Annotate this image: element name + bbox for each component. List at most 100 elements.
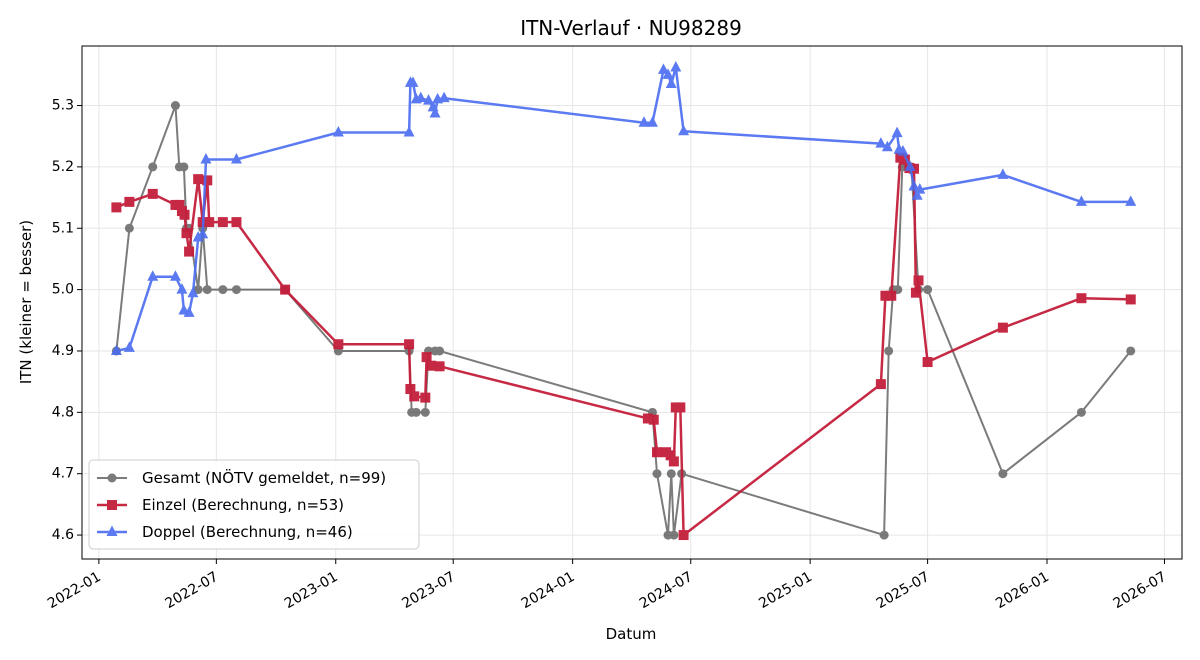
- data-point: [169, 270, 181, 281]
- data-point: [1126, 346, 1136, 356]
- data-point: [875, 137, 887, 148]
- data-point: [124, 196, 135, 207]
- x-tick-label: 2026-07: [1111, 569, 1170, 612]
- legend-entry: [97, 500, 127, 510]
- y-tick-label: 4.9: [52, 343, 74, 359]
- data-point: [879, 530, 889, 540]
- data-point: [197, 227, 209, 239]
- data-point: [652, 469, 662, 479]
- series-3: [110, 60, 1137, 355]
- y-tick-label: 5.3: [52, 98, 74, 114]
- series-line: [116, 66, 1131, 353]
- plot-frame: [81, 45, 1183, 560]
- data-point: [997, 322, 1008, 333]
- x-tick-label: 2023-01: [282, 569, 341, 612]
- data-point: [179, 162, 189, 172]
- x-tick-label: 2024-01: [519, 569, 578, 612]
- data-point: [922, 357, 933, 368]
- data-point: [217, 217, 228, 228]
- chart-title: ITN-Verlauf · NU98289: [520, 16, 742, 40]
- x-axis-label: Datum: [606, 625, 657, 643]
- data-point: [193, 285, 203, 295]
- data-point: [187, 286, 199, 298]
- data-point: [204, 217, 215, 228]
- y-tick-label: 5.2: [52, 159, 74, 175]
- y-tick-label: 5.0: [52, 282, 74, 298]
- data-point: [913, 275, 924, 286]
- data-point: [904, 160, 916, 171]
- data-point: [642, 413, 653, 424]
- x-tick-label: 2024-07: [637, 569, 696, 612]
- data-point: [230, 153, 242, 164]
- data-point: [426, 360, 437, 371]
- data-point: [910, 287, 921, 298]
- data-point: [411, 407, 421, 417]
- legend-entry: [97, 473, 127, 483]
- data-point: [1076, 293, 1087, 304]
- data-point: [332, 126, 344, 137]
- data-point: [1076, 407, 1086, 417]
- legend-marker: [107, 500, 117, 510]
- data-point: [405, 384, 416, 395]
- data-point: [662, 68, 674, 79]
- series-layer: [110, 60, 1137, 541]
- data-point: [875, 379, 886, 390]
- legend-label: Einzel (Berechnung, n=53): [142, 496, 344, 514]
- data-point: [899, 154, 910, 165]
- data-point: [124, 223, 134, 233]
- data-point: [646, 116, 658, 127]
- data-point: [651, 447, 662, 458]
- data-point: [435, 346, 445, 356]
- data-point: [423, 94, 435, 105]
- data-point: [670, 60, 682, 72]
- data-point: [231, 217, 242, 228]
- x-tick-label: 2026-01: [993, 569, 1052, 612]
- legend-marker: [107, 473, 117, 483]
- data-point: [438, 91, 450, 103]
- data-point: [192, 230, 204, 242]
- data-point: [881, 140, 893, 152]
- y-tick-label: 4.7: [52, 466, 74, 482]
- y-axis-label: ITN (kleiner = besser): [17, 220, 35, 384]
- data-point: [434, 361, 445, 372]
- y-tick-label: 4.6: [52, 527, 74, 543]
- x-tick-label: 2025-01: [756, 569, 815, 612]
- data-point: [911, 189, 923, 200]
- data-point: [657, 63, 669, 74]
- data-point: [421, 352, 432, 363]
- data-point: [110, 344, 122, 355]
- data-point: [1125, 195, 1137, 206]
- data-point: [403, 126, 415, 137]
- data-point: [111, 202, 122, 213]
- y-tick-label: 4.8: [52, 404, 74, 420]
- data-point: [179, 209, 190, 220]
- data-point: [668, 456, 679, 467]
- data-point: [666, 469, 676, 479]
- data-point: [669, 530, 679, 540]
- data-point: [420, 392, 431, 403]
- x-tick-label: 2023-07: [399, 569, 458, 612]
- data-point: [880, 290, 891, 301]
- data-point: [648, 414, 659, 425]
- data-point: [884, 346, 894, 356]
- x-tick-label: 2022-07: [162, 569, 221, 612]
- data-point: [420, 407, 430, 417]
- data-point: [147, 270, 159, 281]
- data-point: [908, 180, 920, 191]
- data-point: [415, 91, 427, 103]
- data-point: [148, 162, 158, 172]
- data-point: [200, 153, 212, 164]
- legend-marker: [106, 525, 118, 536]
- legend-box: [88, 459, 420, 550]
- data-point: [181, 228, 192, 239]
- data-point: [231, 285, 241, 295]
- data-point: [183, 306, 195, 317]
- x-axis-ticks: 2022-01 2022-07 2023-01 2023-07 2024-01 2024-…: [45, 559, 1169, 612]
- data-point: [923, 285, 933, 295]
- data-point: [914, 183, 926, 194]
- legend-entry: [97, 525, 127, 536]
- data-point: [407, 76, 419, 87]
- data-point: [675, 402, 686, 413]
- data-point: [202, 285, 212, 295]
